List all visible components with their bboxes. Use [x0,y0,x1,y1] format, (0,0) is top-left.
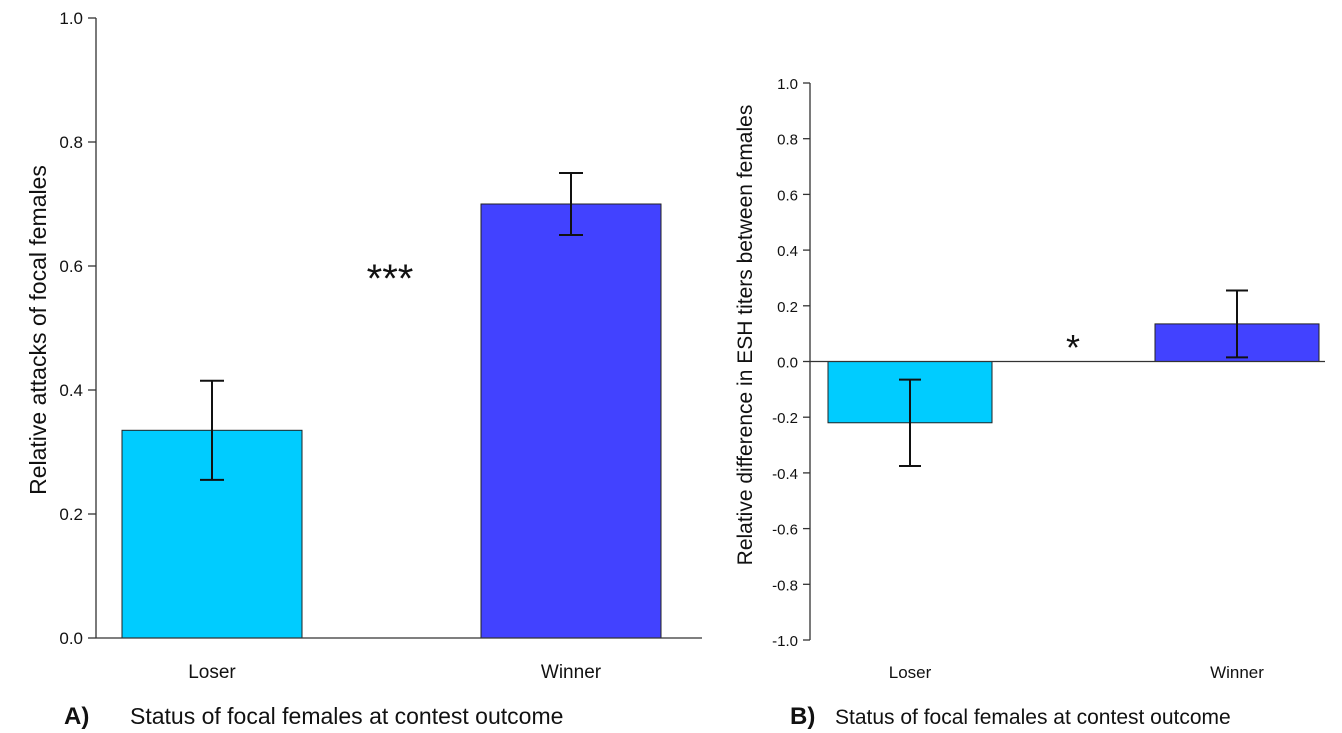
panel-a-chart: 0.0 0.2 0.4 0.6 0.8 1.0 Loser Winner *** Rela… [25,9,702,730]
panel-b-chart: 1.0 0.8 0.6 0.4 0.2 0.0 -0.2 -0.4 -0.6 -0.8 -1.0 L… [734,76,1325,730]
panel-a-y-tick-label: 0.8 [59,133,83,152]
panel-b-y-tick-label: 0.2 [777,299,798,316]
panel-a-y-tick-label: 0.2 [59,505,83,524]
panel-b-y-tick-label: 0.8 [777,132,798,149]
panel-a-y-ticks: 0.0 0.2 0.4 0.6 0.8 1.0 [59,9,96,648]
panel-b-y-axis-label: Relative difference in ESH titers betwee… [734,105,757,566]
panel-a-marks [121,172,662,639]
panel-b-significance: * [1066,327,1080,368]
panel-b-y-tick-label: 0.0 [777,355,798,372]
panel-a-y-tick-label: 0.0 [59,629,83,648]
panel-b-y-tick-label: -0.4 [772,466,798,483]
panel-a-significance: *** [367,257,414,301]
panel-b-y-tick-label: 0.4 [777,243,798,260]
panel-b-y-ticks: 1.0 0.8 0.6 0.4 0.2 0.0 -0.2 -0.4 -0.6 -0.8 -1.0 [772,76,810,650]
panel-b-y-tick-label: 1.0 [777,76,798,93]
panel-b-y-tick-label: -1.0 [772,633,798,650]
panel-a-y-tick-label: 1.0 [59,9,83,28]
panel-a-y-tick-label: 0.4 [59,381,83,400]
panel-a-y-tick-label: 0.6 [59,257,83,276]
panel-a-y-axis-label: Relative attacks of focal females [25,165,51,495]
panel-a-category-loser: Loser [188,662,236,683]
panel-b-x-axis-label: Status of focal females at contest outco… [835,706,1231,729]
panel-b-y-tick-label: -0.8 [772,577,798,594]
panel-a-bar-winner [480,203,662,639]
panel-a-category-winner: Winner [541,662,602,683]
panel-b-y-tick-label: -0.2 [772,410,798,427]
panel-a-label: A) [64,703,89,730]
panel-b-y-tick-label: -0.6 [772,522,798,539]
panel-b-marks [827,289,1320,467]
panel-b-category-winner: Winner [1210,663,1264,682]
panel-b-label: B) [790,703,815,730]
panel-b-y-tick-label: 0.6 [777,187,798,204]
panel-a-x-axis-label: Status of focal females at contest outco… [130,703,563,729]
panel-b-category-loser: Loser [889,663,932,682]
